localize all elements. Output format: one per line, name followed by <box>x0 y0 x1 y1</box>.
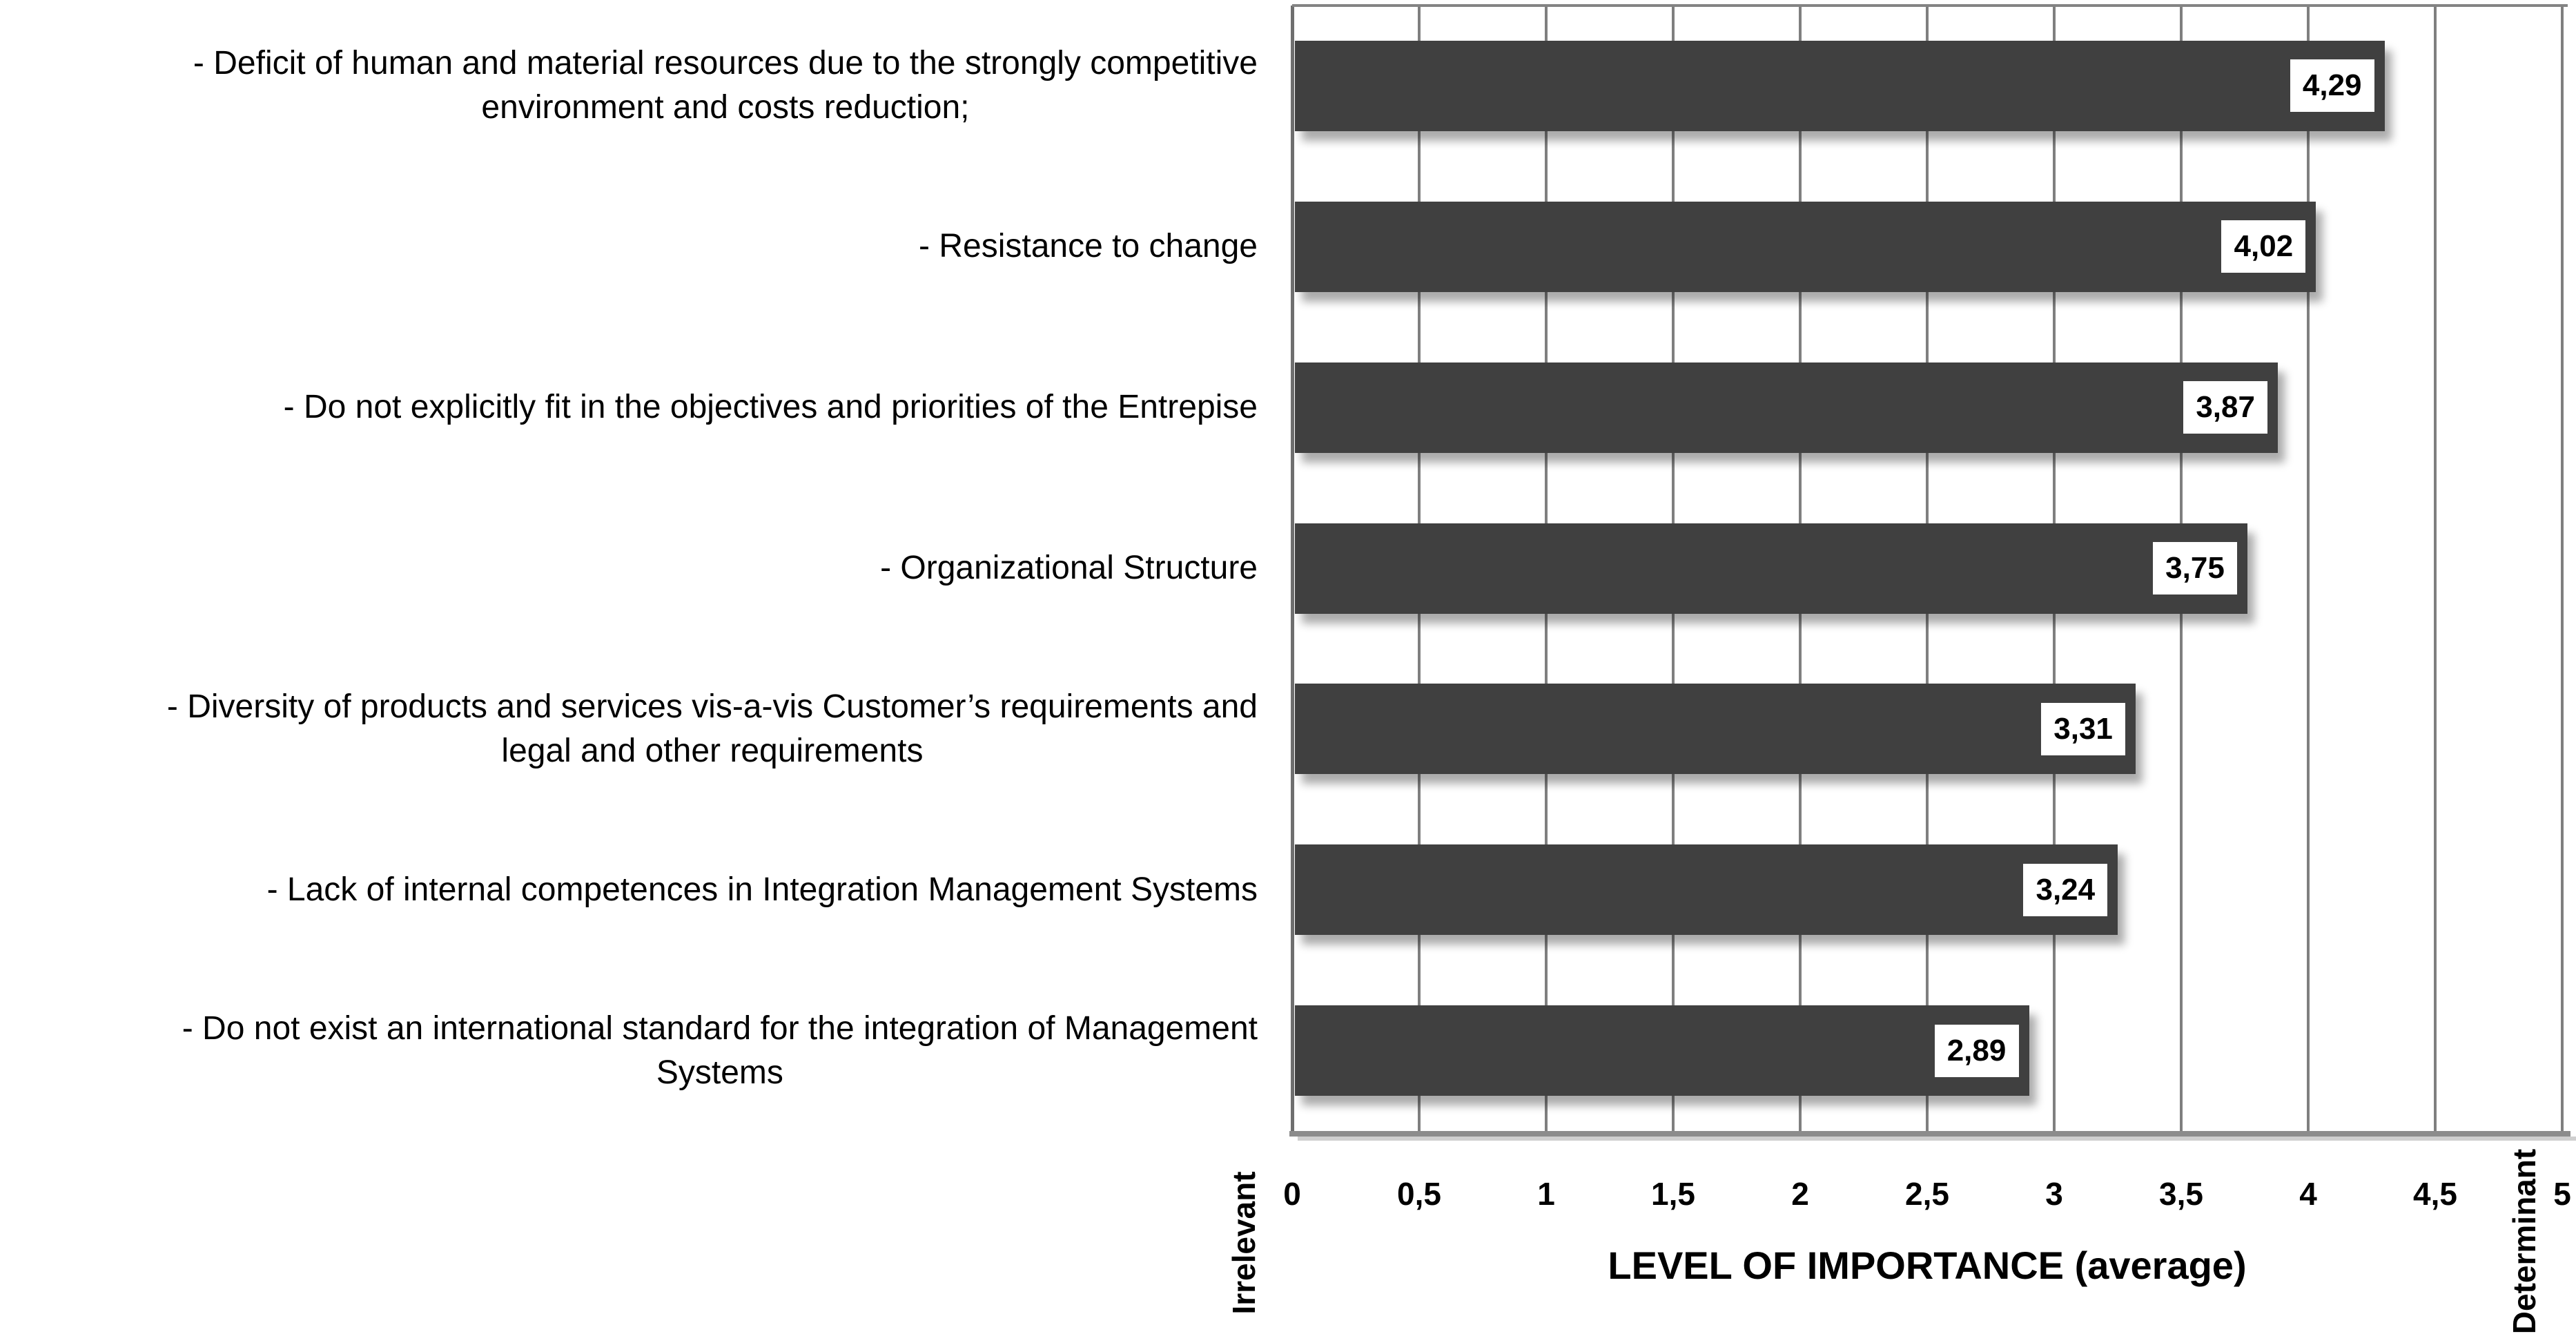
category-label: - Do not exist an international standard… <box>182 1007 1258 1095</box>
bar: 3,24 <box>1295 844 2118 936</box>
category-label-line: legal and other requirements <box>501 732 924 769</box>
category-label-row: - Diversity of products and services vis… <box>0 648 1258 809</box>
x-tick-label: 3 <box>2045 1176 2063 1212</box>
x-tick-label: 1 <box>1537 1176 1555 1212</box>
bar: 3,87 <box>1295 362 2279 453</box>
value-label: 2,89 <box>1934 1024 2019 1077</box>
x-tick-label: 0 <box>1283 1176 1301 1212</box>
bar: 2,89 <box>1295 1005 2029 1096</box>
category-label-line: - Resistance to change <box>919 228 1258 265</box>
axis-max-annotation-determinant: Determinant <box>2506 1148 2542 1334</box>
category-label-line: - Do not exist an international standard… <box>182 1009 1258 1047</box>
x-tick-label: 4,5 <box>2413 1176 2457 1212</box>
category-label-row: - Organizational Structure <box>0 488 1258 649</box>
category-label-line: - Deficit of human and material resource… <box>193 45 1258 82</box>
category-label: - Deficit of human and material resource… <box>193 41 1258 130</box>
x-axis-line <box>1289 1131 2570 1137</box>
category-label-row: - Lack of internal competences in Integr… <box>0 809 1258 970</box>
category-label: - Do not explicitly fit in the objective… <box>284 385 1258 429</box>
x-tick-label: 0,5 <box>1397 1176 1441 1212</box>
plot-area-top-border <box>1292 4 2568 7</box>
x-tick-label: 5 <box>2553 1176 2571 1212</box>
gridline-0 <box>1291 6 1294 1131</box>
category-label: - Lack of internal competences in Integr… <box>267 868 1258 912</box>
category-label-line: Systems <box>656 1054 783 1091</box>
x-tick-label: 3,5 <box>2159 1176 2203 1212</box>
x-tick-label: 1,5 <box>1651 1176 1695 1212</box>
gridline-5 <box>2561 6 2564 1131</box>
x-axis-line-shadow <box>1298 1137 2576 1141</box>
category-label: - Diversity of products and services vis… <box>167 685 1258 773</box>
gridline-4 <box>2307 6 2310 1131</box>
category-label: - Organizational Structure <box>880 546 1258 590</box>
category-label-row: - Do not explicitly fit in the objective… <box>0 327 1258 488</box>
value-label: 3,75 <box>2153 542 2237 594</box>
category-label-line: environment and costs reduction; <box>481 89 970 126</box>
category-label-row: - Do not exist an international standard… <box>0 970 1258 1131</box>
value-label: 3,31 <box>2041 702 2126 755</box>
value-label: 3,87 <box>2183 381 2268 434</box>
category-label-line: - Organizational Structure <box>880 549 1258 586</box>
x-tick-label: 2 <box>1791 1176 1809 1212</box>
axis-min-annotation-irrelevant: Irrelevant <box>1226 1171 1262 1315</box>
value-label: 4,02 <box>2221 220 2306 273</box>
bar: 3,31 <box>1295 684 2136 775</box>
category-label-line: - Do not explicitly fit in the objective… <box>283 389 1258 426</box>
x-tick-label: 2,5 <box>1905 1176 1949 1212</box>
gridline-4,5 <box>2434 6 2437 1131</box>
category-label-line: - Diversity of products and services vis… <box>166 688 1258 725</box>
value-label: 4,29 <box>2290 59 2374 113</box>
category-label-row: - Resistance to change <box>0 166 1258 327</box>
x-axis-title: LEVEL OF IMPORTANCE (average) <box>1608 1244 2247 1287</box>
x-tick-label: 4 <box>2299 1176 2317 1212</box>
bar: 4,29 <box>1295 40 2385 131</box>
category-label-line: - Lack of internal competences in Integr… <box>266 871 1258 908</box>
category-label-row: - Deficit of human and material resource… <box>0 6 1258 166</box>
bar: 4,02 <box>1295 201 2316 292</box>
category-label: - Resistance to change <box>919 224 1258 269</box>
bar: 3,75 <box>1295 523 2247 614</box>
value-label: 3,24 <box>2023 863 2108 916</box>
